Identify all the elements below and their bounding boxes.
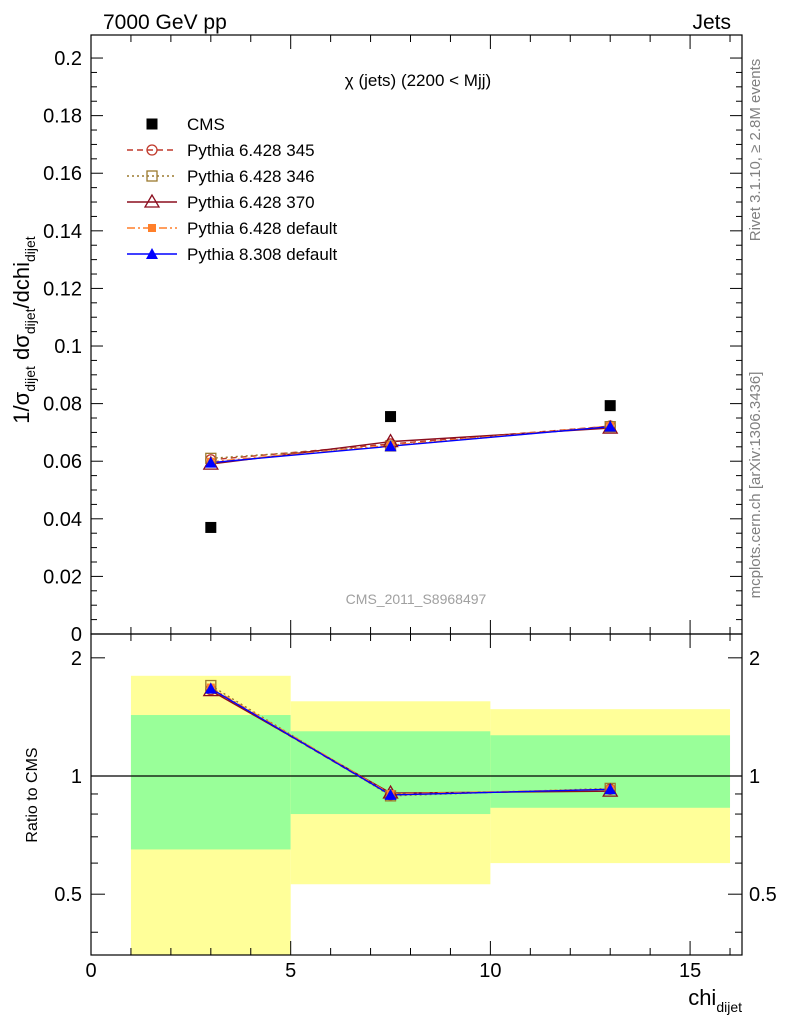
data-point-cms (205, 521, 217, 533)
ratio-point-py8_default (384, 788, 397, 800)
y-tick-label: 0.08 (43, 394, 82, 416)
y-tick-label: 0.06 (43, 451, 82, 473)
y-tick-label: 0.18 (43, 106, 82, 128)
ratio-panel: 0.5 0.5 1 1 2 2 0 5 10 15 Ratio to CMS chidijet (24, 633, 777, 1015)
x-tick-label: 5 (285, 960, 296, 982)
header-right: Jets (692, 11, 731, 34)
x-axis-label: chidijet (688, 985, 742, 1015)
y-tick-label: 0.1 (54, 336, 82, 358)
ratio-y-tick-label-right: 1 (749, 766, 760, 788)
uncertainty-band-inner (130, 715, 291, 850)
ratio-y-tick-label: 1 (71, 766, 82, 788)
y-tick-label: 0.04 (43, 509, 82, 531)
data-point-py8_default (604, 420, 617, 432)
x-tick-label: 10 (479, 960, 501, 982)
ratio-y-tick-label-right: 0.5 (749, 884, 777, 906)
y-tick-label: 0.16 (43, 163, 82, 185)
x-tick-label: 15 (679, 960, 701, 982)
uncertainty-band-inner (490, 735, 731, 808)
main-panel: 00.020.040.060.080.10.120.140.160.180.2 … (9, 34, 743, 646)
legend-marker-cms (146, 118, 158, 130)
legend-label: Pythia 6.428 370 (187, 193, 315, 212)
legend-marker-py6_345 (146, 144, 158, 156)
legend-marker-py6_default (148, 224, 156, 232)
legend-label: CMS (187, 115, 225, 134)
uncertainty-band-inner (290, 731, 491, 815)
legend: CMS Pythia 6.428 345 Pythia 6.428 346 Pythi… (127, 115, 338, 264)
ratio-frame (90, 633, 743, 956)
legend-marker-py6_370 (143, 193, 161, 208)
legend-label: Pythia 6.428 346 (187, 167, 315, 186)
analysis-watermark: CMS_2011_S8968497 (346, 591, 487, 607)
y-tick-label: 0.2 (54, 48, 82, 70)
data-point-cms (385, 411, 397, 423)
ratio-y-tick-label-right: 2 (749, 648, 760, 670)
y-tick-label: 0.12 (43, 278, 82, 300)
legend-label: Pythia 8.308 default (187, 245, 338, 264)
svg-text:chidijet: chidijet (688, 985, 742, 1015)
series-line-py8_default (210, 425, 611, 464)
x-tick-label: 0 (85, 960, 96, 982)
legend-marker-py6_346 (146, 170, 158, 182)
y-tick-label: 0 (71, 624, 82, 646)
rivet-label: Rivet 3.1.10, ≥ 2.8M events (747, 59, 764, 242)
data-point-py8_default (384, 440, 397, 452)
y-tick-label: 0.02 (43, 566, 82, 588)
series-line-py6_370 (210, 427, 611, 465)
ratio-point-py8_default (604, 783, 617, 795)
ratio-point-py8_default (204, 682, 217, 694)
chart-title: χ (jets) (2200 < Mjj) (345, 71, 491, 90)
y-tick-label: 0.14 (43, 221, 82, 243)
ratio-y-tick-label: 0.5 (54, 884, 82, 906)
svg-text:1/σdijet dσdijet/dchidijet: 1/σdijet dσdijet/dchidijet (9, 236, 38, 424)
mcplots-label: mcplots.cern.ch [arXiv:1306.3436] (747, 372, 764, 599)
data-point-py8_default (204, 456, 217, 468)
data-point-cms (604, 400, 616, 412)
y-axis-label: 1/σdijet dσdijet/dchidijet (9, 236, 38, 424)
legend-label: Pythia 6.428 default (187, 219, 338, 238)
legend-marker-py8_default (146, 248, 158, 259)
header-left: 7000 GeV pp (103, 11, 227, 34)
ratio-y-label: Ratio to CMS (24, 747, 41, 842)
ratio-y-tick-label: 2 (71, 648, 82, 670)
legend-label: Pythia 6.428 345 (187, 141, 315, 160)
